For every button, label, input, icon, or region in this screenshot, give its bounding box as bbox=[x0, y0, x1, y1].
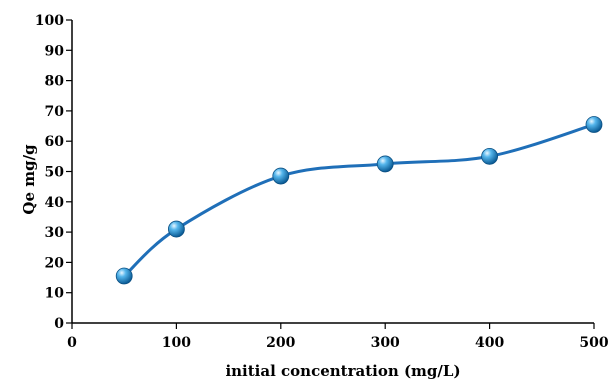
y-axis-title: Qe mg/g bbox=[20, 144, 38, 215]
y-tick-label: 100 bbox=[35, 13, 64, 29]
x-tick-label: 200 bbox=[266, 335, 295, 351]
y-tick-label: 10 bbox=[45, 286, 65, 302]
x-axis-title: initial concentration (mg/L) bbox=[225, 362, 460, 380]
y-tick-label: 60 bbox=[45, 134, 65, 150]
x-ticks: 0 100 200 300 400 500 bbox=[67, 323, 609, 351]
y-tick-label: 70 bbox=[45, 104, 65, 120]
x-tick-label: 400 bbox=[475, 335, 504, 351]
x-tick-label: 300 bbox=[371, 335, 400, 351]
y-tick-label: 20 bbox=[45, 255, 65, 271]
y-tick-label: 50 bbox=[45, 165, 65, 181]
x-tick-label: 500 bbox=[579, 335, 608, 351]
data-point bbox=[272, 167, 290, 185]
y-tick-label: 30 bbox=[45, 225, 65, 241]
x-tick-label: 0 bbox=[67, 335, 77, 351]
data-point bbox=[167, 220, 185, 238]
y-tick-label: 40 bbox=[45, 195, 65, 211]
data-points bbox=[115, 116, 603, 285]
data-point bbox=[585, 116, 603, 133]
y-tick-label: 80 bbox=[45, 74, 65, 90]
y-tick-label: 90 bbox=[45, 43, 65, 59]
axes bbox=[71, 20, 594, 324]
data-point bbox=[115, 267, 133, 285]
data-point bbox=[376, 155, 394, 173]
y-ticks: 0 10 20 30 40 50 60 70 80 90 100 bbox=[35, 13, 72, 332]
x-tick-label: 100 bbox=[162, 335, 191, 351]
data-point bbox=[481, 147, 499, 165]
series-line bbox=[123, 123, 595, 278]
y-tick-label: 0 bbox=[54, 316, 64, 332]
